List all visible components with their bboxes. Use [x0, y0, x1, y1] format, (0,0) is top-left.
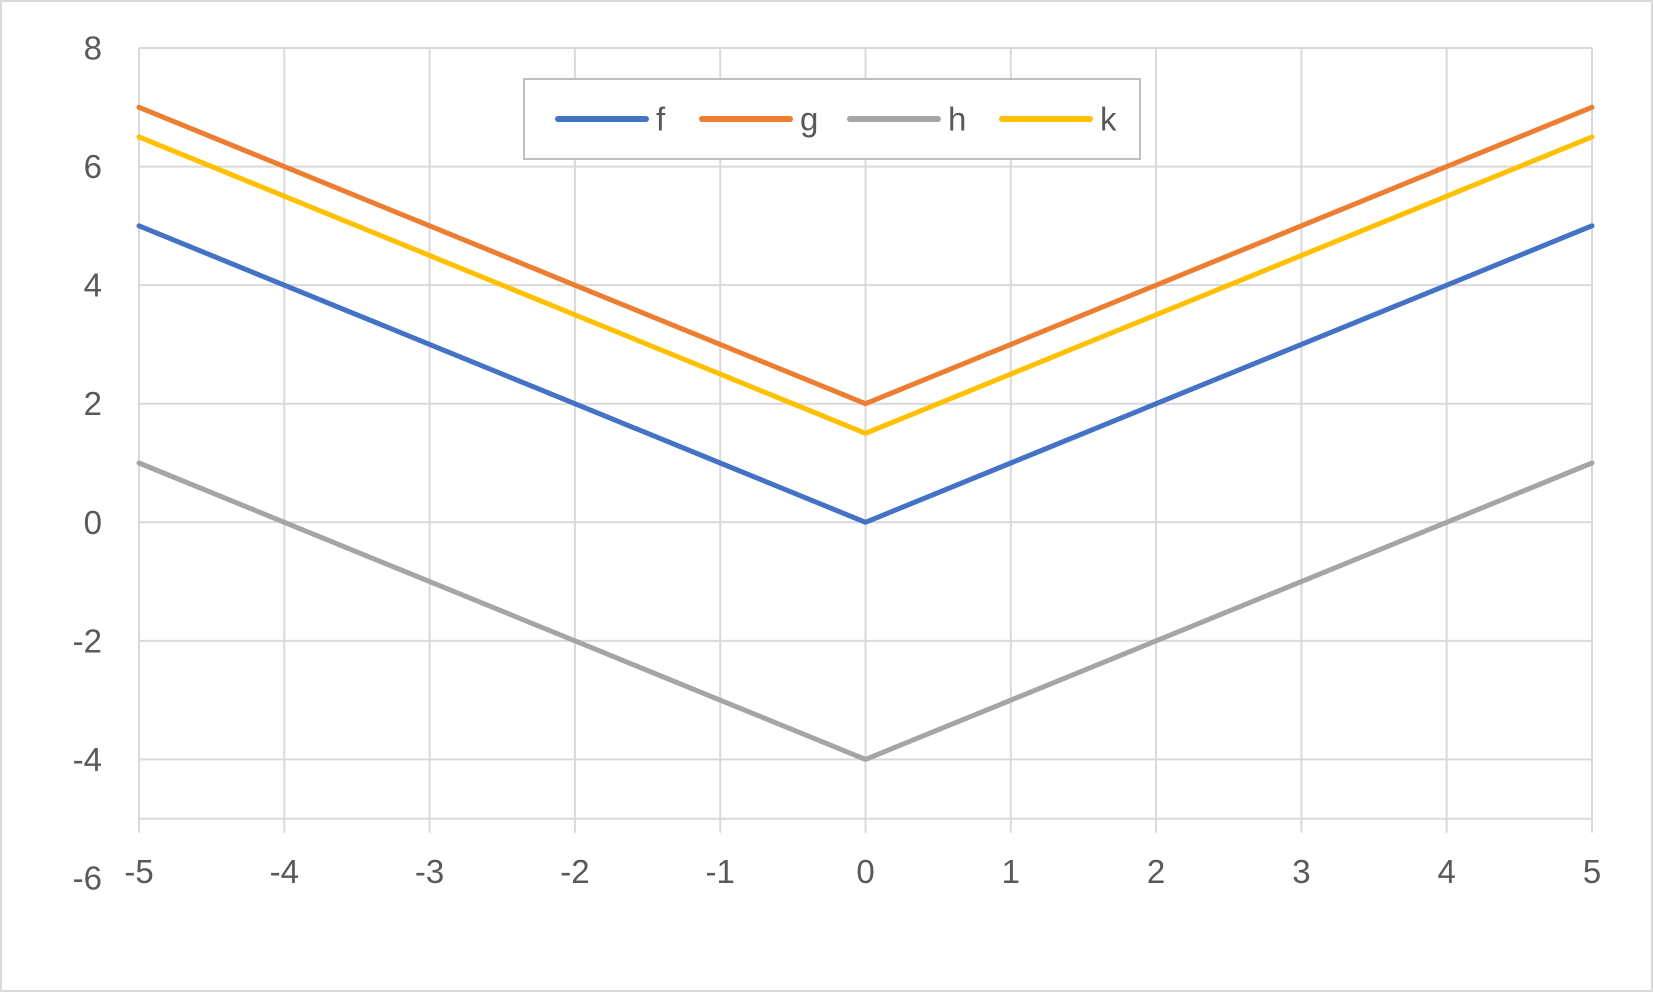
y-axis-tick-labels: -6 -4 -2 0 2 4 6 8 — [73, 30, 102, 897]
x-tick-label: 4 — [1438, 853, 1456, 890]
legend-entry-h: h — [847, 101, 966, 138]
legend-label: g — [800, 101, 818, 138]
series-line-k — [136, 134, 1595, 436]
x-tick-label: -4 — [270, 853, 299, 890]
y-tick-label: 0 — [84, 504, 102, 541]
legend-label: f — [656, 101, 666, 138]
y-tick-label: 6 — [84, 148, 102, 185]
y-tick-label: 2 — [84, 385, 102, 422]
legend-label: h — [948, 101, 966, 138]
y-tick-label: -2 — [73, 622, 102, 659]
x-axis-tick-labels: -5 -4 -3 -2 -1 0 1 2 3 4 5 — [124, 853, 1601, 890]
y-tick-label: -4 — [73, 741, 102, 778]
legend-entry-f: f — [555, 101, 666, 138]
x-tick-label: 5 — [1583, 853, 1601, 890]
x-tick-label: -3 — [415, 853, 444, 890]
y-tick-label: -6 — [73, 860, 102, 897]
x-tick-label: -5 — [124, 853, 153, 890]
x-tick-label: 3 — [1292, 853, 1310, 890]
legend-label: k — [1100, 101, 1117, 138]
series-line-f — [136, 223, 1595, 525]
series-line-h — [136, 460, 1595, 762]
x-tick-label: -2 — [560, 853, 589, 890]
gridlines — [138, 47, 1593, 833]
x-tick-label: 0 — [856, 853, 874, 890]
legend-entry-k: k — [999, 101, 1117, 138]
x-tick-label: 1 — [1002, 853, 1020, 890]
x-tick-label: -1 — [706, 853, 735, 890]
plot-series — [136, 104, 1595, 762]
x-tick-label: 2 — [1147, 853, 1165, 890]
legend-entry-g: g — [699, 101, 818, 138]
y-tick-label: 8 — [84, 30, 102, 67]
y-tick-label: 4 — [84, 267, 102, 304]
series-line-g — [136, 104, 1595, 407]
